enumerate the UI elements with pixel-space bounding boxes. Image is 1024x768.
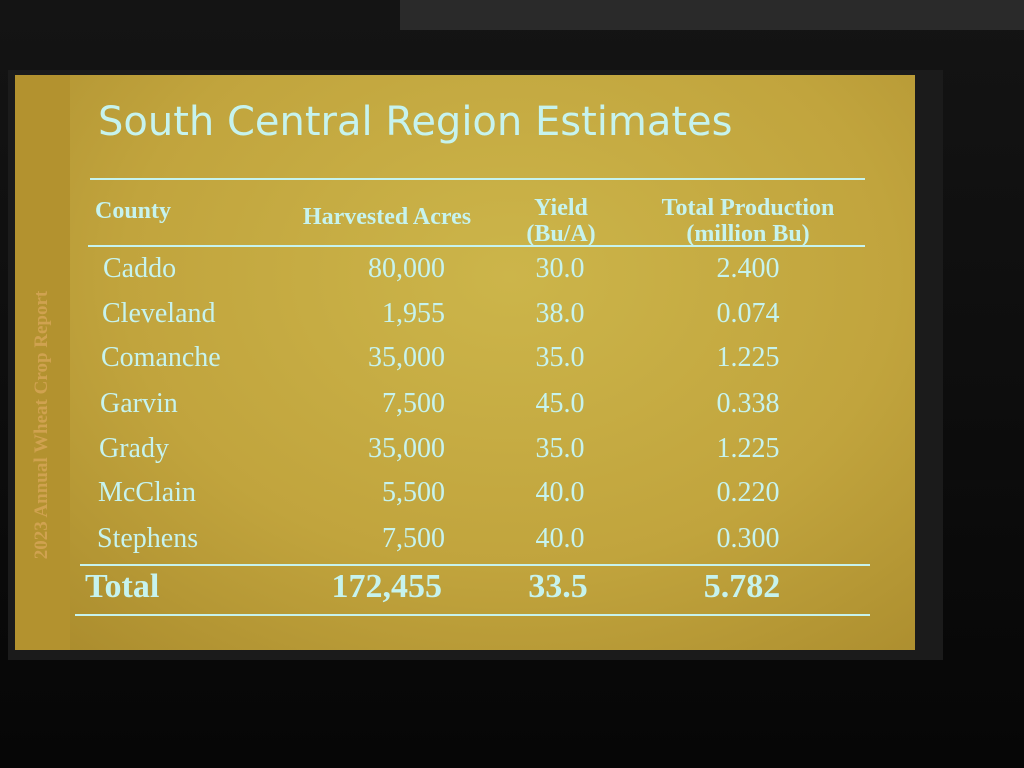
table-cell: 35.0 — [535, 433, 585, 464]
table-cell: 7,500 — [382, 388, 445, 419]
table-cell: 40.0 — [535, 477, 585, 508]
table-cell: 1.225 — [716, 433, 780, 464]
header-line: Yield — [534, 195, 588, 221]
table-cell: 1,955 — [382, 298, 445, 329]
sidebar-strip — [15, 75, 70, 650]
total-cell: 172,455 — [331, 568, 443, 605]
county-name: Caddo — [103, 253, 177, 284]
table-cell: 80,000 — [368, 253, 445, 284]
header-line: County — [95, 198, 172, 224]
rule — [88, 245, 865, 247]
table-cell: 0.338 — [716, 388, 780, 419]
county-name: Stephens — [97, 523, 199, 554]
column-header: County — [95, 198, 171, 224]
table-cell: 35,000 — [368, 342, 445, 373]
total-cell: Total — [85, 568, 160, 605]
ceiling — [400, 0, 1024, 30]
table-cell: 0.220 — [716, 477, 780, 508]
sidebar-label: 2023 Annual Wheat Crop Report — [31, 290, 52, 560]
total-cell: 5.782 — [703, 568, 781, 605]
table-cell: 30.0 — [535, 253, 585, 284]
rule — [75, 614, 870, 616]
table-cell: 0.074 — [716, 298, 780, 329]
table-cell: 35,000 — [368, 433, 445, 464]
total-cell: 33.5 — [528, 568, 588, 605]
table-cell: 1.225 — [716, 342, 780, 373]
county-name: McClain — [98, 477, 196, 508]
column-header: Total Production (million Bu) — [662, 195, 835, 248]
table-cell: 2.400 — [716, 253, 780, 284]
table-cell: 0.300 — [716, 523, 780, 554]
county-name: Comanche — [101, 342, 221, 373]
table-cell: 7,500 — [382, 523, 445, 554]
header-line: Harvested Acres — [302, 204, 472, 230]
column-header: Harvested Acres — [303, 204, 471, 230]
rule — [80, 564, 870, 566]
table-cell: 5,500 — [382, 477, 445, 508]
rule — [90, 178, 865, 180]
table-cell: 35.0 — [535, 342, 585, 373]
county-name: Grady — [99, 433, 169, 464]
county-name: Garvin — [100, 388, 178, 419]
slide-title: South Central Region Estimates — [98, 99, 733, 145]
county-name: Cleveland — [102, 298, 216, 329]
header-line: (Bu/A) — [526, 221, 596, 248]
header-line: Total Production — [661, 195, 835, 221]
header-line: (million Bu) — [686, 221, 810, 248]
slide — [15, 75, 915, 650]
table-cell: 45.0 — [535, 388, 585, 419]
column-header: Yield (Bu/A) — [526, 195, 595, 248]
table-cell: 38.0 — [535, 298, 585, 329]
table-cell: 40.0 — [535, 523, 585, 554]
